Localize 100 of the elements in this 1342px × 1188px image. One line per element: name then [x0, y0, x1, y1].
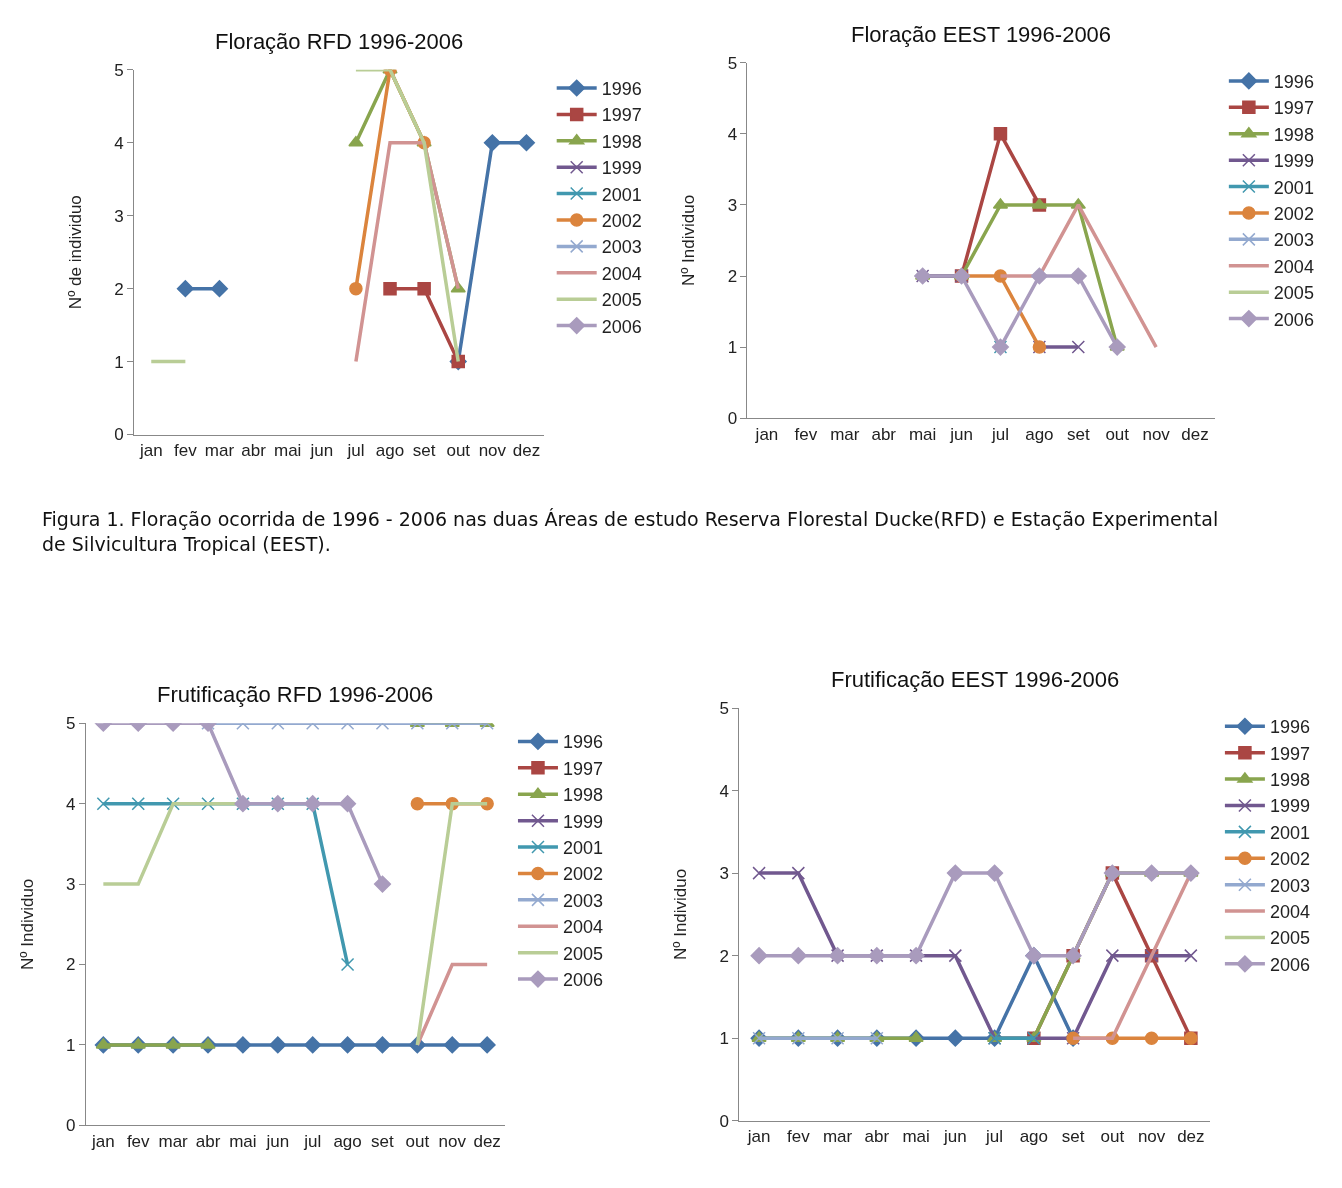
x-tick-label: jan: [138, 440, 163, 460]
legend-label: 1997: [1273, 98, 1314, 119]
legend-label: 1997: [562, 758, 604, 779]
x-tick-label: fev: [126, 1131, 151, 1151]
legend-label: 2001: [601, 184, 642, 205]
y-axis-title: Nº Individuo: [671, 868, 691, 961]
x-tick-label: abr: [864, 1127, 890, 1147]
x-tick-label: abr: [195, 1131, 221, 1151]
legend-label: 2006: [601, 316, 642, 337]
x-tick-label: dez: [1177, 1127, 1205, 1147]
x-tick-label: mar: [822, 1127, 853, 1147]
legend-label: 2004: [562, 917, 604, 938]
x-tick-label: ago: [375, 440, 405, 460]
legend-label: 1996: [1269, 717, 1310, 738]
x-tick-label: jun: [942, 1127, 967, 1147]
legend-label: 2004: [1269, 902, 1310, 923]
legend-label: 2003: [562, 890, 604, 911]
legend-label: 1997: [1269, 743, 1310, 764]
y-tick-label: 1: [727, 338, 738, 358]
legend-label: 2006: [1269, 954, 1310, 975]
y-tick-label: 4: [66, 794, 76, 814]
x-tick-label: dez: [1181, 424, 1209, 444]
legend-label: 1999: [562, 811, 604, 832]
x-tick-label: jan: [90, 1131, 115, 1151]
x-tick-label: jun: [265, 1131, 290, 1151]
y-tick-label: 0: [727, 409, 738, 429]
x-tick-label: out: [446, 440, 471, 460]
x-tick-label: ago: [1025, 424, 1054, 444]
x-tick-label: ago: [333, 1131, 362, 1151]
y-tick-label: 2: [66, 955, 76, 975]
x-tick-label: set: [1066, 424, 1090, 444]
y-tick-label: 1: [719, 1029, 730, 1049]
legend-label: 2003: [1273, 230, 1314, 251]
x-tick-label: fev: [794, 424, 818, 444]
y-tick-label: 5: [727, 53, 738, 73]
x-tick-label: jul: [303, 1131, 322, 1151]
legend-label: 1999: [1273, 151, 1314, 172]
y-tick-label: 3: [114, 206, 124, 226]
x-tick-label: out: [1105, 424, 1130, 444]
legend-label: 2005: [562, 943, 604, 964]
legend-label: 1996: [1273, 71, 1314, 92]
y-tick-label: 2: [727, 266, 738, 286]
x-tick-label: set: [371, 1131, 395, 1151]
y-tick-label: 4: [719, 781, 730, 801]
y-tick-label: 2: [719, 946, 730, 966]
y-axis-title: Nº de individuo: [65, 195, 85, 310]
text: Figura 1. Floração ocorrida de 1996 - 2006 nas duas Áreas de estudo Reserva Florestal Ducke(RFD) e Estação Experimental de Silvicultura Tropical (EEST).: [42, 508, 1219, 555]
x-tick-label: jul: [990, 424, 1009, 444]
legend-label: 2002: [562, 864, 604, 885]
x-tick-label: abr: [241, 440, 267, 460]
x-tick-label: set: [412, 440, 436, 460]
legend-label: 2006: [1273, 309, 1314, 330]
x-tick-label: set: [1061, 1127, 1085, 1147]
x-tick-label: fev: [174, 440, 198, 460]
legend-label: 2002: [1273, 203, 1314, 224]
legend-label: 2005: [1273, 283, 1314, 304]
x-tick-label: mar: [830, 424, 860, 444]
y-tick-label: 5: [114, 60, 124, 80]
legend-label: 2001: [1269, 822, 1310, 843]
legend-label: 1997: [601, 105, 642, 126]
x-tick-label: jul: [346, 440, 365, 460]
chart-title: Frutificação EEST 1996-2006: [831, 667, 1120, 692]
x-tick-label: out: [405, 1131, 430, 1151]
x-tick-label: out: [1100, 1127, 1125, 1147]
legend-label: 2001: [1273, 177, 1314, 198]
y-tick-label: 0: [114, 425, 124, 445]
legend-label: 2003: [601, 237, 642, 258]
legend-label: 2004: [1273, 256, 1314, 277]
legend-label: 2002: [601, 211, 642, 232]
legend-label: 1998: [562, 785, 604, 806]
x-tick-label: jun: [309, 440, 334, 460]
x-tick-label: mar: [158, 1131, 189, 1151]
x-tick-label: jan: [754, 424, 779, 444]
x-tick-label: jun: [949, 424, 973, 444]
x-tick-label: nov: [438, 1131, 467, 1151]
x-tick-label: mai: [902, 1127, 930, 1147]
legend-label: 1998: [1273, 124, 1314, 145]
legend-label: 2004: [601, 263, 642, 284]
legend-label: 2005: [1269, 928, 1310, 949]
legend-label: 1999: [1269, 796, 1310, 817]
x-tick-label: jul: [985, 1127, 1004, 1147]
legend-label: 1998: [1269, 770, 1310, 791]
legend-label: 2003: [1269, 875, 1310, 896]
y-tick-label: 3: [727, 195, 738, 215]
x-tick-label: mai: [229, 1131, 257, 1151]
y-tick-label: 2: [114, 279, 124, 299]
legend-label: 2006: [562, 970, 604, 991]
legend-label: 2002: [1269, 849, 1310, 870]
y-tick-label: 1: [66, 1035, 76, 1055]
y-tick-label: 0: [66, 1116, 76, 1136]
x-tick-label: ago: [1019, 1127, 1049, 1147]
chart-title: Frutificação RFD 1996-2006: [157, 682, 434, 707]
legend-label: 2001: [562, 838, 604, 859]
chart-title: Floração RFD 1996-2006: [215, 29, 464, 54]
y-tick-label: 3: [719, 864, 730, 884]
legend-label: 2005: [601, 290, 642, 311]
x-tick-label: dez: [473, 1131, 501, 1151]
y-tick-label: 1: [114, 352, 124, 372]
x-tick-label: nov: [1137, 1127, 1166, 1147]
legend-label: 1996: [562, 732, 604, 753]
